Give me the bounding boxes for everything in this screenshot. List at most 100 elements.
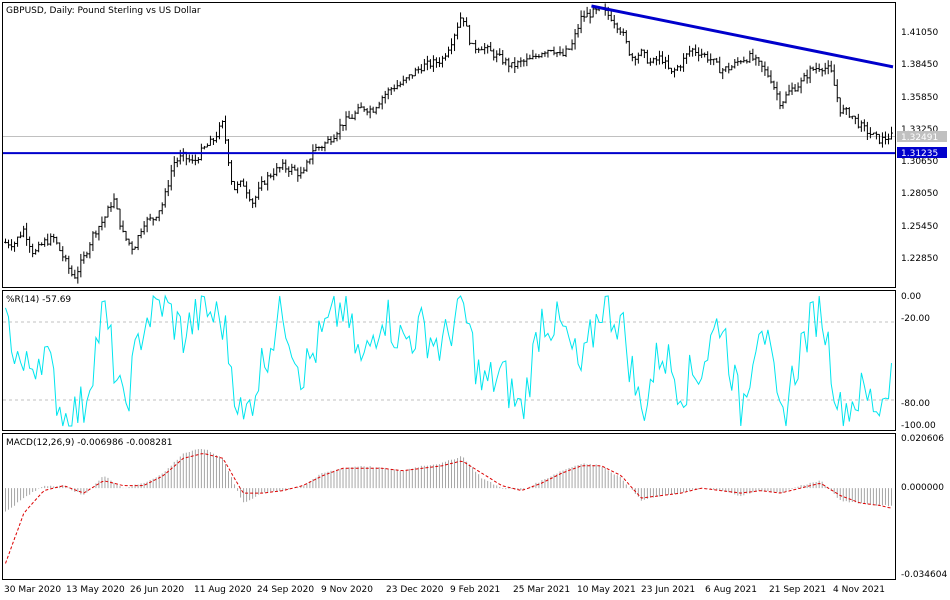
- price-bar: [850, 115, 854, 120]
- price-bar: [208, 135, 212, 146]
- price-bar: [443, 53, 447, 61]
- wr-tick-label: -80.00: [901, 399, 930, 409]
- price-bar: [353, 110, 357, 121]
- price-bar: [239, 180, 243, 188]
- price-bar: [272, 168, 276, 181]
- price-bar: [615, 22, 619, 34]
- price-bar: [447, 46, 450, 58]
- price-bar: [630, 52, 634, 62]
- price-bar: [853, 115, 857, 125]
- price-bar: [525, 53, 529, 67]
- price-bar: [145, 216, 149, 233]
- x-tick-label: 11 Aug 2020: [194, 585, 252, 595]
- price-bar: [450, 38, 454, 55]
- price-bar: [242, 178, 246, 187]
- price-bar: [633, 55, 637, 66]
- price-bar: [7, 239, 11, 249]
- support-price-tag-bg: [897, 147, 947, 158]
- price-bar: [302, 167, 306, 174]
- price-bar: [55, 236, 59, 245]
- price-bar: [269, 173, 273, 179]
- price-bar: [462, 17, 466, 27]
- price-bar: [483, 43, 487, 55]
- price-bar: [838, 97, 842, 117]
- x-tick-label: 4 Nov 2021: [833, 585, 885, 595]
- price-bar: [380, 95, 384, 110]
- price-bar: [579, 10, 583, 34]
- price-bar: [410, 74, 414, 79]
- price-bar: [802, 72, 806, 82]
- price-bar: [88, 242, 92, 259]
- price-bar: [730, 65, 734, 71]
- price-bar: [425, 55, 429, 71]
- price-bar: [362, 106, 366, 112]
- price-bar: [230, 160, 234, 185]
- price-bar: [371, 106, 375, 113]
- price-bar: [275, 163, 279, 177]
- price-bar: [434, 57, 438, 68]
- price-bar: [513, 57, 517, 74]
- x-tick-label: 23 Dec 2020: [386, 585, 444, 595]
- price-bar: [172, 156, 176, 177]
- price-bar: [697, 47, 701, 62]
- macd-title: MACD(12,26,9) -0.006986 -0.008281: [6, 438, 172, 448]
- price-bar: [763, 61, 767, 76]
- price-bar: [199, 143, 203, 161]
- price-bar: [233, 180, 237, 191]
- price-bar: [28, 236, 32, 253]
- price-bar: [657, 50, 661, 65]
- price-bar: [67, 255, 71, 274]
- price-tick-label: 1.38450: [901, 60, 938, 70]
- price-bar: [636, 52, 640, 64]
- price-bar: [31, 243, 35, 258]
- price-bar: [805, 69, 809, 84]
- price-bar: [347, 110, 351, 119]
- price-bar: [40, 242, 44, 246]
- macd-tick-label: 0.020606: [901, 434, 944, 444]
- price-bar: [591, 7, 595, 18]
- price-chart-title: GBPUSD, Daily: Pound Sterling vs US Doll…: [6, 6, 201, 16]
- price-bar: [416, 66, 420, 74]
- price-bar: [142, 221, 146, 235]
- price-bar: [769, 70, 773, 84]
- price-bar: [781, 101, 785, 109]
- x-tick-label: 21 Sep 2021: [769, 585, 826, 595]
- price-bar: [480, 46, 484, 51]
- price-bar: [639, 48, 643, 57]
- current-price-tag-bg: [897, 131, 947, 142]
- price-bar: [314, 143, 318, 152]
- price-bar: [139, 228, 143, 239]
- price-bar: [651, 57, 655, 64]
- x-tick-label: 10 May 2021: [577, 585, 636, 595]
- price-bar: [826, 60, 830, 75]
- price-bar: [392, 84, 396, 92]
- price-bar: [91, 231, 95, 252]
- price-bar: [567, 48, 571, 50]
- price-bar: [4, 238, 8, 244]
- price-panel: [2, 2, 896, 288]
- price-bar: [214, 131, 218, 143]
- price-bar: [670, 67, 674, 75]
- price-bar: [163, 188, 167, 208]
- price-bar: [790, 82, 794, 95]
- price-bar: [814, 62, 818, 74]
- price-bar: [395, 80, 399, 90]
- price-bar: [474, 39, 478, 54]
- price-tick-label: 1.28050: [901, 189, 938, 199]
- price-bar: [871, 132, 875, 135]
- price-bar: [344, 111, 348, 131]
- price-bar: [718, 56, 722, 74]
- macd-layer: [5, 449, 892, 564]
- price-bar: [570, 39, 574, 51]
- price-bar: [10, 239, 14, 251]
- price-bar: [510, 62, 514, 69]
- price-bar: [407, 74, 411, 81]
- price-bar: [320, 145, 324, 151]
- price-bar: [546, 49, 550, 58]
- price-bar: [700, 48, 704, 59]
- price-bar: [859, 120, 863, 132]
- price-bar: [576, 24, 580, 38]
- price-bar: [796, 82, 800, 92]
- price-bar: [751, 48, 755, 61]
- price-bar: [166, 179, 170, 197]
